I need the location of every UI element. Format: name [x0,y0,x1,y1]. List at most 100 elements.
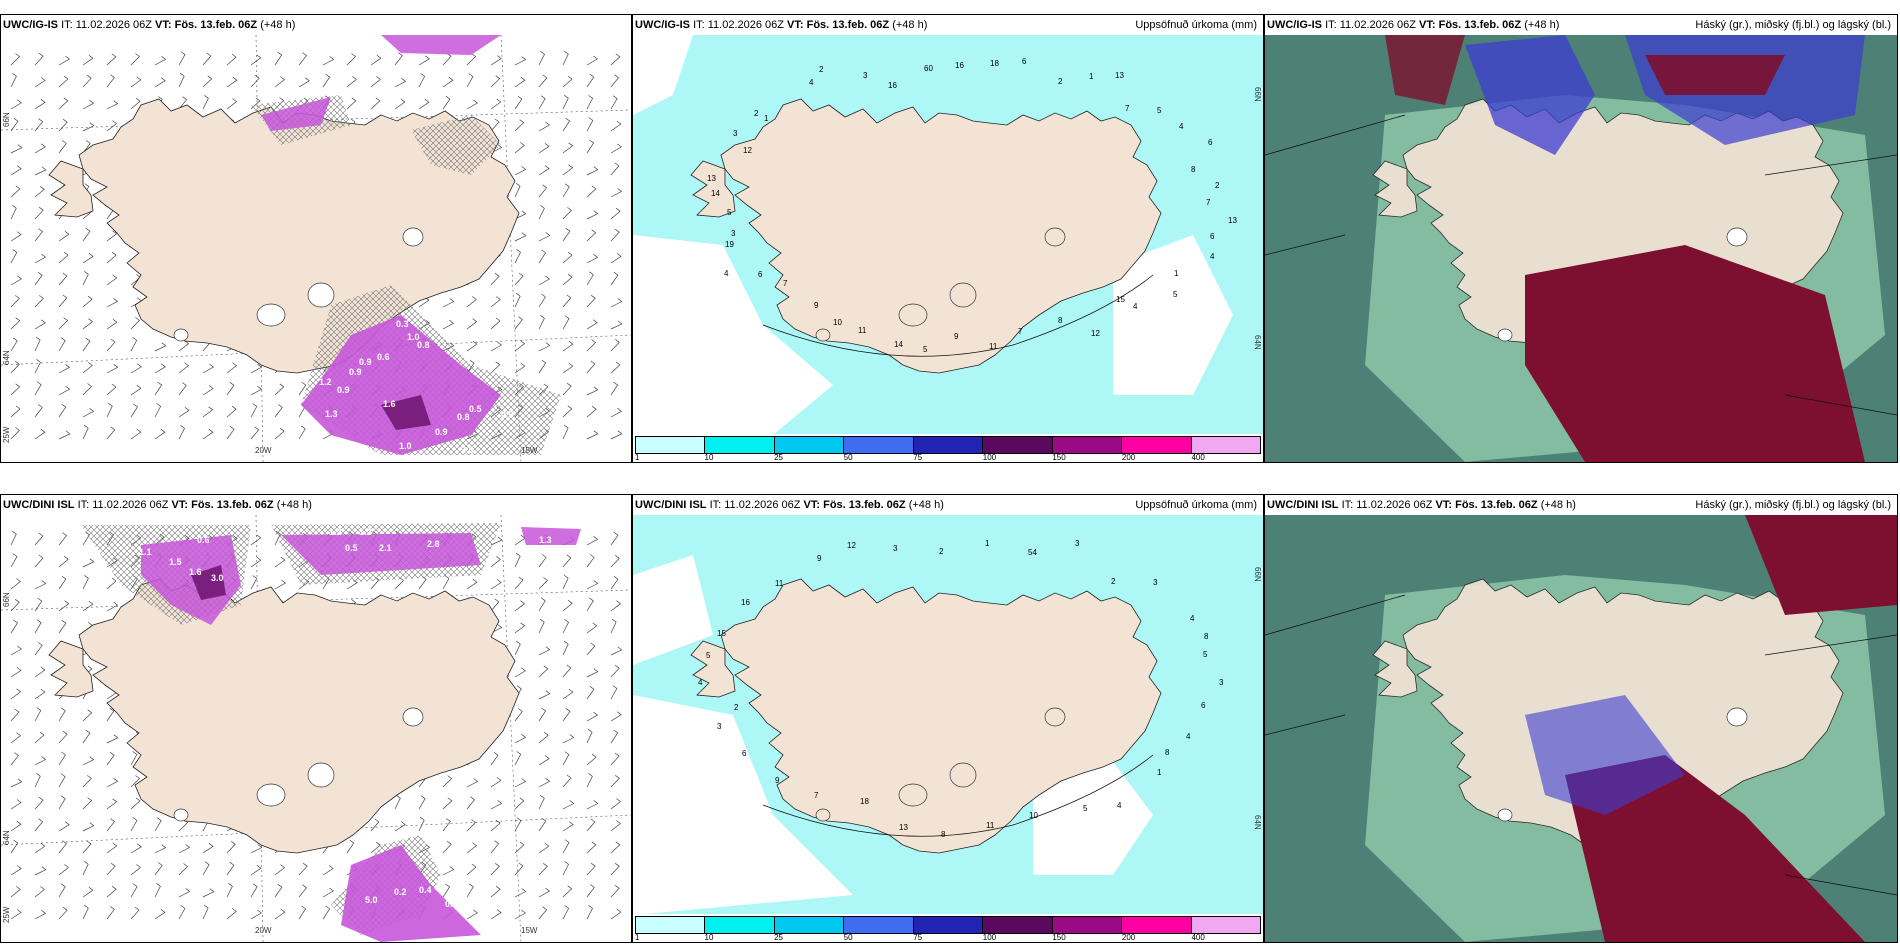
wind-barb [58,707,66,722]
wind-barb [34,166,47,176]
wind-barb [106,383,117,396]
accum-value: 3 [717,722,722,731]
wind-barb [562,619,569,634]
wind-barb [250,363,263,374]
wind-barb [58,532,67,546]
legend-ticks: 1 10 25 50 75 100 150 200 400 [635,453,1261,462]
accum-value: 54 [1028,548,1037,557]
wind-barb [610,207,621,220]
lat-label-66n: 66N [2,112,11,127]
wind-barb [490,624,503,634]
wind-barb [82,600,94,612]
wind-barb [10,204,17,220]
wind-barb [106,601,119,612]
accum-value: 9 [775,776,780,785]
valid-time: VT: Fös. 13.feb. 06Z [155,19,258,31]
accum-value: 7 [814,791,819,800]
lat-label-64n: 64N [1253,335,1262,350]
wind-barb [586,386,599,396]
accum-value: 12 [847,541,856,550]
wind-barb [10,688,22,700]
wind-barb [538,165,550,176]
wind-barb [34,707,42,722]
accum-value: 3 [733,129,738,138]
model-name: UWC/DINI ISL [1267,499,1339,511]
wind-barb [10,405,21,418]
accum-value: 6 [1201,701,1206,710]
wind-barb [322,865,334,876]
wind-barb [34,842,46,854]
wind-barb [130,403,138,418]
boundary-line [1265,114,1897,416]
wind-barb [610,664,620,678]
wind-barb [514,340,526,352]
legend-tick-label: 150 [1052,453,1066,462]
glacier [815,328,831,342]
wind-barb [370,97,381,110]
wind-barb [10,799,22,810]
init-time: IT: 11.02.2026 06Z [1341,499,1433,511]
wind-barb [466,778,479,788]
wind-barb [466,340,478,352]
wind-barb [466,578,478,590]
panel-header: UWC/DINI ISL IT: 11.02.2026 06Z VT: Fös.… [1265,495,1897,515]
wind-barb [586,271,594,286]
wind-barb [514,751,522,766]
wind-barb [34,118,44,132]
wind-barb [586,554,595,568]
wind-barb [154,342,167,352]
wind-barb [130,428,142,440]
legend-swatch [1191,437,1260,453]
wind-barb [442,866,455,876]
precip-value: 0.9 [337,385,350,395]
wind-barb [514,708,523,722]
westfjords [1372,640,1418,698]
model-name: UWC/IG-IS [1267,19,1322,31]
wind-barb [106,251,117,264]
high-cloud [1645,55,1785,95]
wind-barb [82,775,92,788]
wind-barb [490,296,501,308]
wind-barb [586,117,594,132]
wind-barb [202,52,212,66]
iceland-land [720,98,1162,374]
wind-barb [154,844,167,854]
westfjords [48,640,94,698]
accum-value: 13 [899,823,908,832]
accum-value: 7 [1206,198,1211,207]
wind-barb [34,796,44,810]
legend-swatch [983,917,1053,933]
wind-barb [562,362,574,374]
accum-value: 4 [809,78,814,87]
wind-barb [586,597,594,612]
wind-barb [58,751,66,766]
wind-barb [514,667,526,678]
accum-value: 13 [1115,71,1124,80]
wind-barb [610,339,620,352]
wind-barb [514,142,525,154]
precip-value: 0.5 [501,410,514,420]
precip-area [301,315,501,455]
precip-area [521,527,581,545]
wind-barb [490,556,501,568]
wind-barb [562,207,572,220]
wind-barb [226,76,238,88]
wind-barb [58,730,68,744]
wind-barb [538,121,551,132]
wind-barb [274,908,286,920]
wind-barb [34,52,44,66]
lead-time: (+48 h) [276,499,312,511]
wind-barb [562,227,571,242]
wind-barb [538,732,549,744]
wind-barb [562,885,573,898]
lon-label-20w: 20W [255,926,272,935]
wind-barb [418,98,430,110]
wind-barb [58,619,67,634]
wind-barb [10,165,22,176]
wind-barb [298,905,306,920]
wind-barb [58,600,70,612]
wind-barb [418,73,426,88]
wind-barb [10,909,22,920]
wind-barb [130,817,138,832]
wind-barb [178,51,186,66]
